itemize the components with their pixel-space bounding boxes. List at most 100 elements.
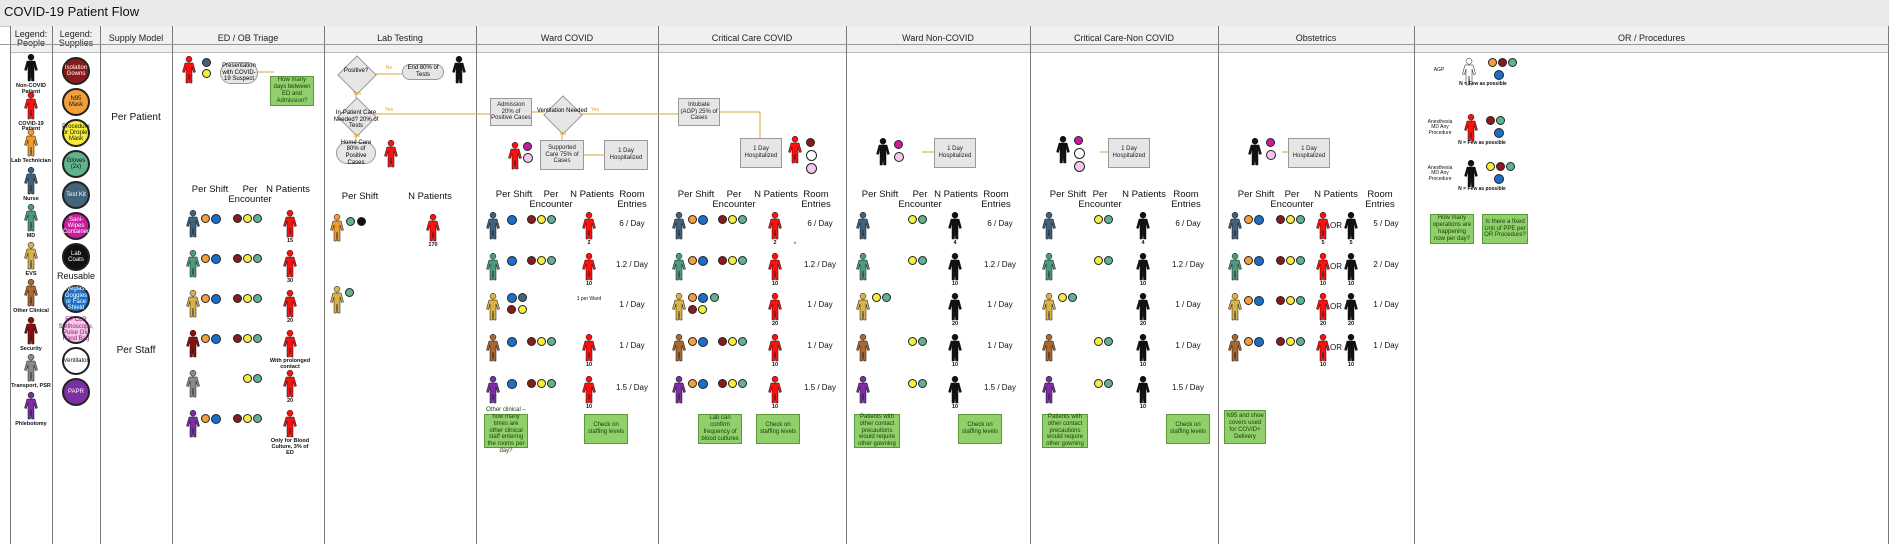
goggles-dot-icon [1494, 128, 1504, 138]
subheader-n_patients: N Patients [1314, 189, 1358, 200]
non-covid-patient-icon [1136, 376, 1150, 404]
staff-person-icon [672, 212, 686, 240]
column-header-legend_supplies: Legend: Supplies [52, 26, 100, 53]
goggles-dot-icon [211, 334, 221, 344]
or-few-label-3: N = Few as possible [1458, 186, 1506, 192]
covid-patient-icon [1464, 114, 1478, 142]
yes-label: Yes [384, 107, 394, 113]
droplet-mask-dot-icon [243, 414, 252, 423]
column-divider [10, 26, 11, 544]
subheader-room_entries: Room Entries [801, 189, 831, 210]
supported-care-node: Supported Care 75% of Cases [540, 140, 584, 170]
covid-patient-icon [1316, 334, 1330, 362]
ccnc-room-entries: 1 / Day [1175, 341, 1201, 350]
subheader-n_patients: N Patients [1122, 189, 1166, 200]
cc-room-entries: 6 / Day [807, 219, 833, 228]
non-covid-patient-icon [1136, 253, 1150, 281]
droplet-mask-dot-icon [1058, 293, 1067, 302]
agp-label: AGP [1433, 67, 1445, 73]
staff-person-icon [1042, 334, 1056, 362]
test-kit-dot-icon [202, 58, 211, 67]
covid-patient-icon [582, 212, 596, 240]
ob-patient-count: 20 [1319, 321, 1327, 327]
note-or-fixed-unit: Is there a fixed Unit of PPE per OR Proc… [1482, 214, 1528, 244]
gown-dot-icon [1276, 337, 1285, 346]
column-divider [846, 26, 847, 544]
header-rule [0, 44, 1889, 45]
covid-patient-icon [1316, 293, 1330, 321]
ob-room-entries: 2 / Day [1373, 260, 1399, 269]
non-covid-patient-icon [1136, 212, 1150, 240]
goggles-dot-icon [698, 256, 708, 266]
staff-person-icon [1228, 293, 1242, 321]
ed-patient-count: 30 [286, 278, 294, 284]
ccnc-room-entries: 1.5 / Day [1171, 383, 1204, 392]
ob-patient-count: 10 [1347, 362, 1355, 368]
droplet-mask-dot-icon [728, 379, 737, 388]
legend-supply-icon: Lab Coats [62, 243, 90, 271]
staff-person-icon [856, 212, 870, 240]
subheader-per_shift: Per Shift [191, 184, 229, 195]
staff-person-icon [486, 293, 500, 321]
wardnc-room-entries: 1.5 / Day [983, 383, 1016, 392]
staff-person-icon [1228, 334, 1242, 362]
gown-dot-icon [233, 414, 242, 423]
droplet-mask-dot-icon [698, 305, 707, 314]
covid-patient-icon [283, 330, 297, 358]
non-covid-patient-icon [1344, 253, 1358, 281]
gloves-dot-icon [547, 256, 556, 265]
legend-person-icon [24, 54, 38, 82]
staff-person-icon [1228, 253, 1242, 281]
gown-dot-icon [1496, 162, 1505, 171]
legend-person-icon [24, 204, 38, 232]
legend-person-label: Security [20, 345, 42, 352]
column-header-or: OR / Procedures [1414, 26, 1889, 53]
n95-dot-icon [688, 379, 697, 388]
ed-patient-count: Only for Blood Culture, 3% of ED [270, 438, 310, 456]
gown-dot-icon [718, 215, 727, 224]
droplet-mask-dot-icon [537, 337, 546, 346]
goggles-dot-icon [698, 337, 708, 347]
gown-dot-icon [1276, 215, 1285, 224]
subheader-per_encounter: Per Encounter [898, 189, 942, 210]
gown-dot-icon [527, 379, 536, 388]
ward-room-entries: 1 / Day [619, 341, 645, 350]
column-header-ccnc: Critical Care-Non COVID [1030, 26, 1218, 53]
goggles-dot-icon [507, 293, 517, 303]
positive-decision-shape [337, 55, 377, 95]
column-header-ob: Obstetrics [1218, 26, 1414, 53]
gloves-dot-icon [1296, 296, 1305, 305]
subheader-per_shift: Per Shift [861, 189, 899, 200]
gloves-dot-icon [253, 294, 262, 303]
flow-arrow [580, 113, 678, 115]
column-divider [1218, 26, 1219, 544]
subheader-n_patients: N Patients [754, 189, 798, 200]
staff-person-icon [186, 210, 200, 238]
gown-dot-icon [806, 138, 815, 147]
flow-arrow [532, 111, 544, 113]
non-covid-patient-icon [1136, 334, 1150, 362]
covid-patient-icon [283, 370, 297, 398]
cc-room-entries: 1.5 / Day [803, 383, 836, 392]
covid-patient-icon [768, 376, 782, 404]
droplet-mask-dot-icon [1286, 256, 1295, 265]
cc-room-entries: 1 / Day [807, 300, 833, 309]
presentation-node: Presentation with COVID-19 Suspect [220, 62, 258, 84]
goggles-dot-icon [507, 215, 517, 225]
flow-arrow [759, 112, 761, 138]
note-staffing-cc: Check on staffing levels [756, 414, 800, 444]
subheader-per_shift: Per Shift [1049, 189, 1087, 200]
note-staffing-wardnc: Check on staffing levels [958, 414, 1002, 444]
gown-dot-icon [1276, 256, 1285, 265]
note-other-clinical: Other clinical – how many times are othe… [484, 407, 528, 454]
gown-dot-icon [527, 256, 536, 265]
note-precautions-cc: Patients with other contact precautions … [1042, 414, 1088, 448]
ccnc-patient-count: 10 [1139, 362, 1147, 368]
legend-person-label: Other Clinical [13, 308, 49, 314]
ed-patient-count: With prolonged contact [269, 358, 311, 370]
ob-patient-count: 5 [1321, 240, 1325, 246]
non-covid-patient-icon [1344, 212, 1358, 240]
non-covid-patient-icon [948, 293, 962, 321]
droplet-mask-dot-icon [537, 379, 546, 388]
gloves-dot-icon [253, 214, 262, 223]
